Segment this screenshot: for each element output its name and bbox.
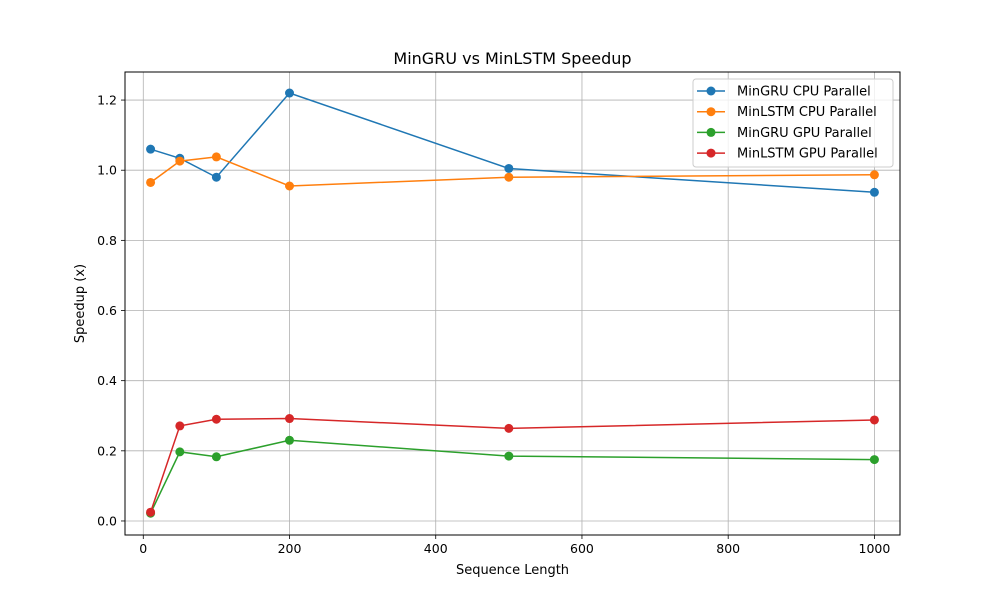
series-line-minlstm-gpu-parallel [149, 417, 875, 513]
y-tick-label: 0.4 [97, 373, 117, 388]
x-tick-label: 400 [424, 541, 448, 556]
series-line-minlstm-cpu-parallel [150, 156, 875, 187]
data-point-minlstm-cpu-parallel [211, 152, 221, 162]
legend-box [692, 78, 894, 168]
legend-label: MinLSTM CPU Parallel [737, 105, 877, 120]
series-minlstm-gpu-parallel [146, 414, 879, 517]
data-point-mingru-cpu-parallel [285, 88, 295, 98]
legend-marker [706, 86, 716, 96]
data-point-minlstm-gpu-parallel [504, 423, 514, 433]
data-point-minlstm-cpu-parallel [504, 172, 514, 182]
y-tick-label: 1.0 [97, 163, 117, 178]
data-point-mingru-cpu-parallel [211, 172, 221, 182]
data-point-mingru-gpu-parallel [285, 435, 295, 445]
grid [125, 72, 900, 535]
legend-entry-minlstm-cpu-parallel: MinLSTM CPU Parallel [697, 105, 877, 120]
legend-marker [706, 107, 716, 117]
legend: MinGRU CPU Parallel MinLSTM CPU Parallel M… [692, 78, 894, 168]
data-point-mingru-gpu-parallel [869, 455, 879, 465]
series-line-mingru-cpu-parallel [150, 92, 875, 194]
y-tick-label: 0.8 [97, 233, 117, 248]
legend-entry-minlstm-gpu-parallel: MinLSTM GPU Parallel [697, 147, 878, 162]
data-point-mingru-gpu-parallel [504, 451, 514, 461]
data-point-mingru-cpu-parallel [504, 163, 514, 173]
data-point-minlstm-cpu-parallel [285, 181, 295, 191]
legend-marker [706, 148, 716, 158]
axis-ticks: 0 200 400 600 800 1000 0.0 0.2 0.4 0.6 0.8 1.0 1.2 [97, 93, 890, 556]
y-axis-label: Speedup (x) [73, 264, 88, 343]
y-tick-label: 0.6 [97, 303, 117, 318]
y-tick-label: 0.0 [97, 513, 117, 528]
data-point-minlstm-cpu-parallel [175, 156, 185, 166]
x-tick-label: 600 [570, 541, 594, 556]
x-tick-label: 800 [716, 541, 740, 556]
data-point-minlstm-gpu-parallel [285, 414, 295, 424]
data-point-mingru-cpu-parallel [869, 187, 879, 197]
plot-frame [124, 71, 901, 536]
series-line-mingru-gpu-parallel [149, 439, 875, 514]
series-minlstm-cpu-parallel [146, 152, 879, 191]
legend-label: MinGRU CPU Parallel [737, 85, 871, 100]
data-point-minlstm-gpu-parallel [175, 421, 185, 431]
legend-marker [706, 127, 716, 137]
data-point-minlstm-gpu-parallel [146, 507, 156, 517]
x-axis-label: Sequence Length [456, 563, 569, 578]
data-point-mingru-gpu-parallel [211, 452, 221, 462]
legend-label: MinLSTM GPU Parallel [737, 147, 878, 162]
data-point-minlstm-gpu-parallel [869, 415, 879, 425]
data-point-mingru-gpu-parallel [175, 447, 185, 457]
series-lines [146, 88, 879, 518]
y-tick-label: 1.2 [97, 93, 117, 108]
legend-label: MinGRU GPU Parallel [737, 126, 872, 141]
data-point-minlstm-gpu-parallel [211, 414, 221, 424]
legend-entry-mingru-gpu-parallel: MinGRU GPU Parallel [697, 126, 872, 141]
x-tick-label: 200 [278, 541, 302, 556]
legend-entry-mingru-cpu-parallel: MinGRU CPU Parallel [697, 85, 871, 100]
x-tick-label: 1000 [859, 541, 891, 556]
chart-title: MinGRU vs MinLSTM Speedup [393, 49, 631, 68]
x-tick-label: 0 [139, 541, 147, 556]
y-tick-label: 0.2 [97, 443, 117, 458]
data-point-minlstm-cpu-parallel [869, 170, 879, 180]
data-point-minlstm-cpu-parallel [146, 177, 156, 187]
data-point-mingru-cpu-parallel [146, 144, 156, 154]
